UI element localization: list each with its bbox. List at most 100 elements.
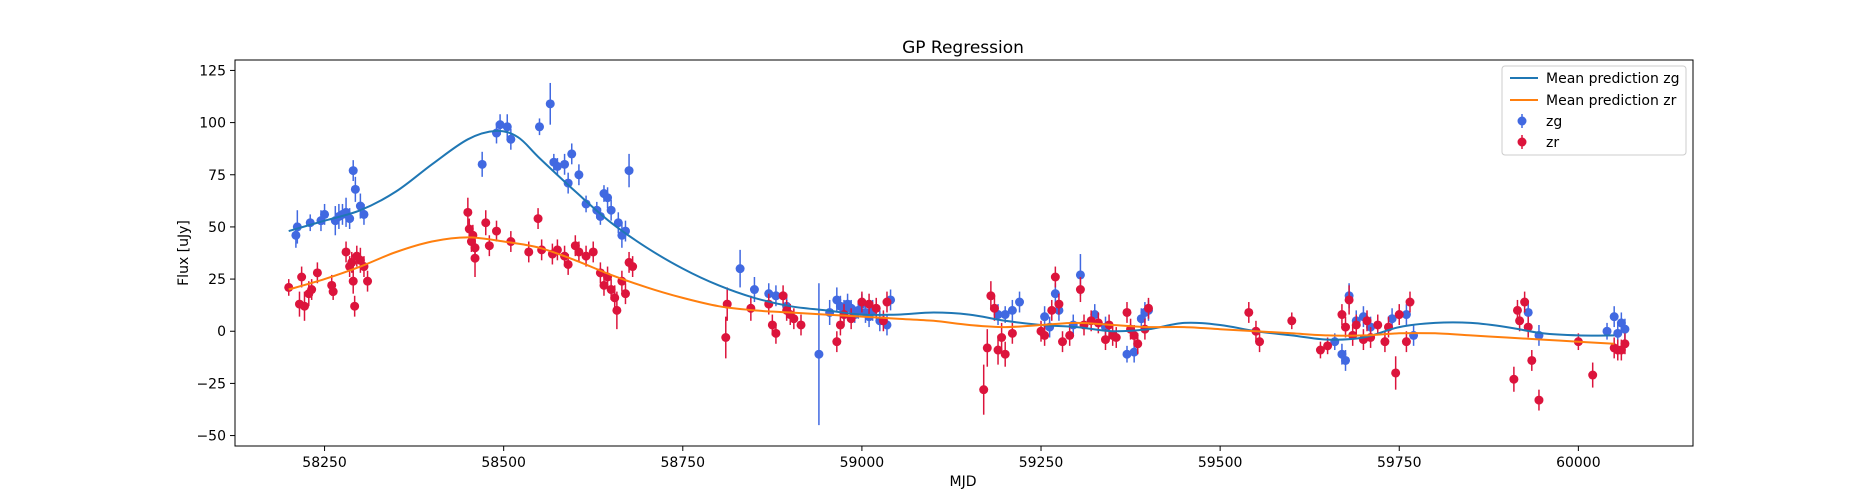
data-point-zg (534, 122, 544, 132)
data-point-zr (1509, 374, 1519, 384)
x-axis-label: MJD (950, 474, 977, 490)
data-point-zr (1373, 320, 1383, 330)
data-point-zr (1344, 295, 1354, 305)
data-point-zg (1129, 347, 1139, 357)
y-axis-label: Flux [uJy] (176, 220, 192, 286)
data-point-zr (1007, 328, 1017, 338)
data-point-zr (778, 291, 788, 301)
data-point-zr (481, 218, 491, 228)
data-point-zg (1401, 310, 1411, 320)
data-point-zr (1527, 355, 1537, 365)
data-point-zg (1341, 355, 1351, 365)
data-point-zr (789, 314, 799, 324)
data-point-zg (603, 193, 613, 203)
series-zg (291, 82, 1630, 426)
data-point-zr (721, 333, 731, 343)
data-point-zr (1244, 307, 1254, 317)
data-point-zr (348, 276, 358, 286)
data-point-zg (1523, 307, 1533, 317)
data-point-zr (328, 287, 338, 297)
data-point-zg (613, 218, 623, 228)
data-point-zr (1405, 297, 1415, 307)
data-point-zr (989, 303, 999, 313)
data-point-zr (982, 343, 992, 353)
data-point-zr (307, 285, 317, 295)
data-point-zr (1075, 285, 1085, 295)
data-point-zr (1133, 339, 1143, 349)
data-point-zr (1122, 307, 1132, 317)
data-point-zr (835, 320, 845, 330)
chart-title: GP Regression (902, 38, 1024, 58)
data-point-zg (563, 178, 573, 188)
x-tick-label: 58750 (661, 455, 706, 471)
x-tick-label: 59500 (1198, 455, 1243, 471)
data-point-zg (581, 199, 591, 209)
data-point-zr (463, 207, 473, 217)
data-point-zr (1380, 337, 1390, 347)
data-point-zg (348, 166, 358, 176)
data-point-zg (1620, 324, 1630, 334)
data-point-zg (345, 214, 355, 224)
y-tick-label: −25 (196, 376, 226, 392)
data-point-zr (864, 299, 874, 309)
data-point-zr (563, 259, 573, 269)
legend-marker-zr (1517, 137, 1527, 147)
data-point-zr (1401, 337, 1411, 347)
data-point-zr (1620, 339, 1630, 349)
data-point-zr (1523, 322, 1533, 332)
data-point-zg (624, 166, 634, 176)
data-point-zg (495, 120, 505, 130)
data-point-zr (979, 385, 989, 395)
data-point-zr (1101, 335, 1111, 345)
y-tick-label: 50 (208, 220, 226, 236)
axes: 58250 58500 58750 59000 59250 59500 59750 60000… (196, 63, 1600, 471)
legend-label-zr: zr (1546, 135, 1559, 151)
mean-prediction-line-zg (288, 129, 1615, 341)
data-point-zg (1602, 326, 1612, 336)
mean-prediction-line-zr (288, 236, 1615, 345)
data-point-zr (1000, 349, 1010, 359)
y-tick-label: 25 (208, 272, 226, 288)
data-point-zr (1394, 310, 1404, 320)
data-point-zg (350, 184, 360, 194)
legend-label-mean-zg: Mean prediction zg (1546, 71, 1680, 87)
data-point-zg (502, 122, 512, 132)
data-point-zr (1515, 316, 1525, 326)
x-tick-label: 60000 (1556, 455, 1601, 471)
y-tick-label: 75 (208, 168, 226, 184)
data-point-zr (470, 243, 480, 253)
data-point-zr (857, 297, 867, 307)
data-point-zr (871, 303, 881, 313)
data-point-zr (1341, 322, 1351, 332)
data-point-zg (552, 161, 562, 171)
data-point-zr (312, 268, 322, 278)
y-tick-label: 0 (217, 324, 226, 340)
data-point-zg (567, 149, 577, 159)
data-point-zr (581, 251, 591, 261)
legend-label-mean-zr: Mean prediction zr (1546, 93, 1677, 109)
data-point-zr (1315, 345, 1325, 355)
data-point-zr (882, 297, 892, 307)
data-point-zr (993, 345, 1003, 355)
data-point-zr (746, 303, 756, 313)
legend-label-zg: zg (1546, 114, 1562, 130)
data-point-zr (620, 289, 630, 299)
x-tick-label: 59250 (1019, 455, 1064, 471)
x-tick-label: 59000 (840, 455, 885, 471)
data-point-zr (997, 333, 1007, 343)
data-point-zr (1143, 303, 1153, 313)
plot-frame (234, 59, 1694, 447)
x-tick-label: 59750 (1377, 455, 1422, 471)
data-point-zg (291, 230, 301, 240)
y-tick-label: −50 (196, 429, 226, 445)
data-point-zr (524, 247, 534, 257)
y-tick-label: 125 (199, 63, 226, 79)
data-point-zg (1007, 305, 1017, 315)
data-point-zg (320, 209, 330, 219)
y-tick-label: 100 (199, 116, 226, 132)
data-point-zr (1588, 370, 1598, 380)
data-point-zr (1047, 305, 1057, 315)
series-zr (284, 197, 1630, 415)
data-point-zr (574, 247, 584, 257)
